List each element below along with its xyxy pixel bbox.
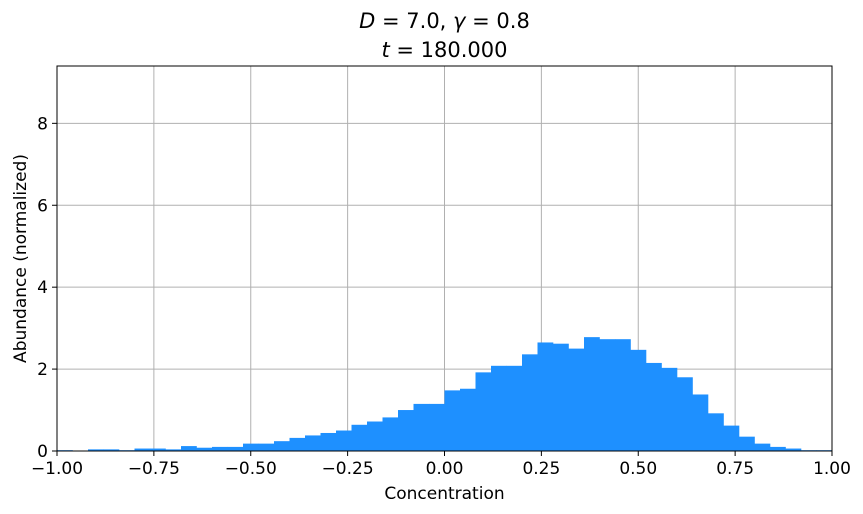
y-axis-label: Abundance (normalized) (11, 154, 31, 363)
histogram-bar (134, 448, 151, 451)
histogram-bar (196, 447, 213, 451)
y-tick-label: 2 (37, 360, 48, 380)
histogram-bar (661, 367, 678, 451)
axis-ticks: −1.00 −0.75 −0.50 −0.25 0.00 0.25 0.50 0.75 1.00… (31, 114, 851, 479)
histogram-bar (770, 446, 786, 451)
histogram-bar (460, 388, 476, 451)
histogram-bar (646, 362, 662, 451)
histogram-bar (258, 443, 275, 451)
histogram-bar (584, 337, 600, 451)
histogram-bar (491, 365, 507, 451)
histogram-bar (615, 339, 631, 451)
chart-title-line-1: D = 7.0, γ = 0.8 (359, 9, 530, 33)
histogram-bar (305, 435, 321, 451)
y-tick-label: 8 (37, 114, 48, 134)
x-tick-label: −0.25 (322, 459, 374, 479)
histogram-bar (522, 354, 538, 451)
histogram-bar (382, 417, 399, 451)
histogram-bar (398, 410, 414, 451)
histogram-bar (367, 421, 383, 451)
histogram-bar (413, 403, 430, 451)
histogram-bar (475, 372, 492, 451)
x-tick-label: −0.50 (225, 459, 277, 479)
x-tick-label: 0.50 (619, 459, 657, 479)
histogram-bar (227, 446, 244, 451)
histogram-bar (274, 441, 290, 451)
histogram-bar (785, 448, 802, 451)
x-tick-label: −1.00 (31, 459, 83, 479)
histogram-bar (739, 436, 755, 451)
plot-frame (56, 65, 833, 452)
histogram-bar (212, 446, 228, 451)
x-tick-label: 1.00 (813, 459, 851, 479)
histogram-bar (568, 348, 585, 451)
histogram-bar (708, 413, 724, 451)
histogram-bar (754, 443, 771, 451)
chart-title-line-2: t = 180.000 (381, 38, 507, 62)
histogram-bar (553, 343, 569, 451)
histogram-bar (506, 365, 523, 451)
histogram-bar (103, 449, 120, 451)
histogram-bar (630, 349, 647, 451)
histogram-bar (88, 449, 104, 451)
histogram-bars (57, 337, 833, 451)
histogram-bar (723, 425, 740, 451)
x-axis-label: Concentration (384, 484, 504, 504)
histogram-bar (181, 446, 197, 451)
histogram-bar (537, 342, 554, 451)
histogram-bar (692, 394, 709, 451)
histogram-bar (243, 443, 259, 451)
histogram-bar (677, 377, 693, 451)
y-tick-label: 0 (37, 442, 48, 462)
x-tick-label: 0.25 (522, 459, 560, 479)
histogram-bar (320, 432, 337, 451)
histogram-bar (165, 449, 182, 451)
histogram-bar (429, 403, 445, 451)
x-tick-label: 0.00 (426, 459, 464, 479)
y-tick-label: 4 (37, 278, 48, 298)
histogram-bar (351, 424, 368, 451)
histogram-bar (150, 448, 166, 451)
histogram-bar (289, 437, 306, 451)
histogram-bar (599, 339, 616, 451)
histogram-bar (444, 390, 461, 451)
x-tick-label: −0.75 (128, 459, 180, 479)
x-tick-label: 0.75 (716, 459, 754, 479)
histogram-bar (336, 430, 352, 451)
y-tick-label: 6 (37, 196, 48, 216)
